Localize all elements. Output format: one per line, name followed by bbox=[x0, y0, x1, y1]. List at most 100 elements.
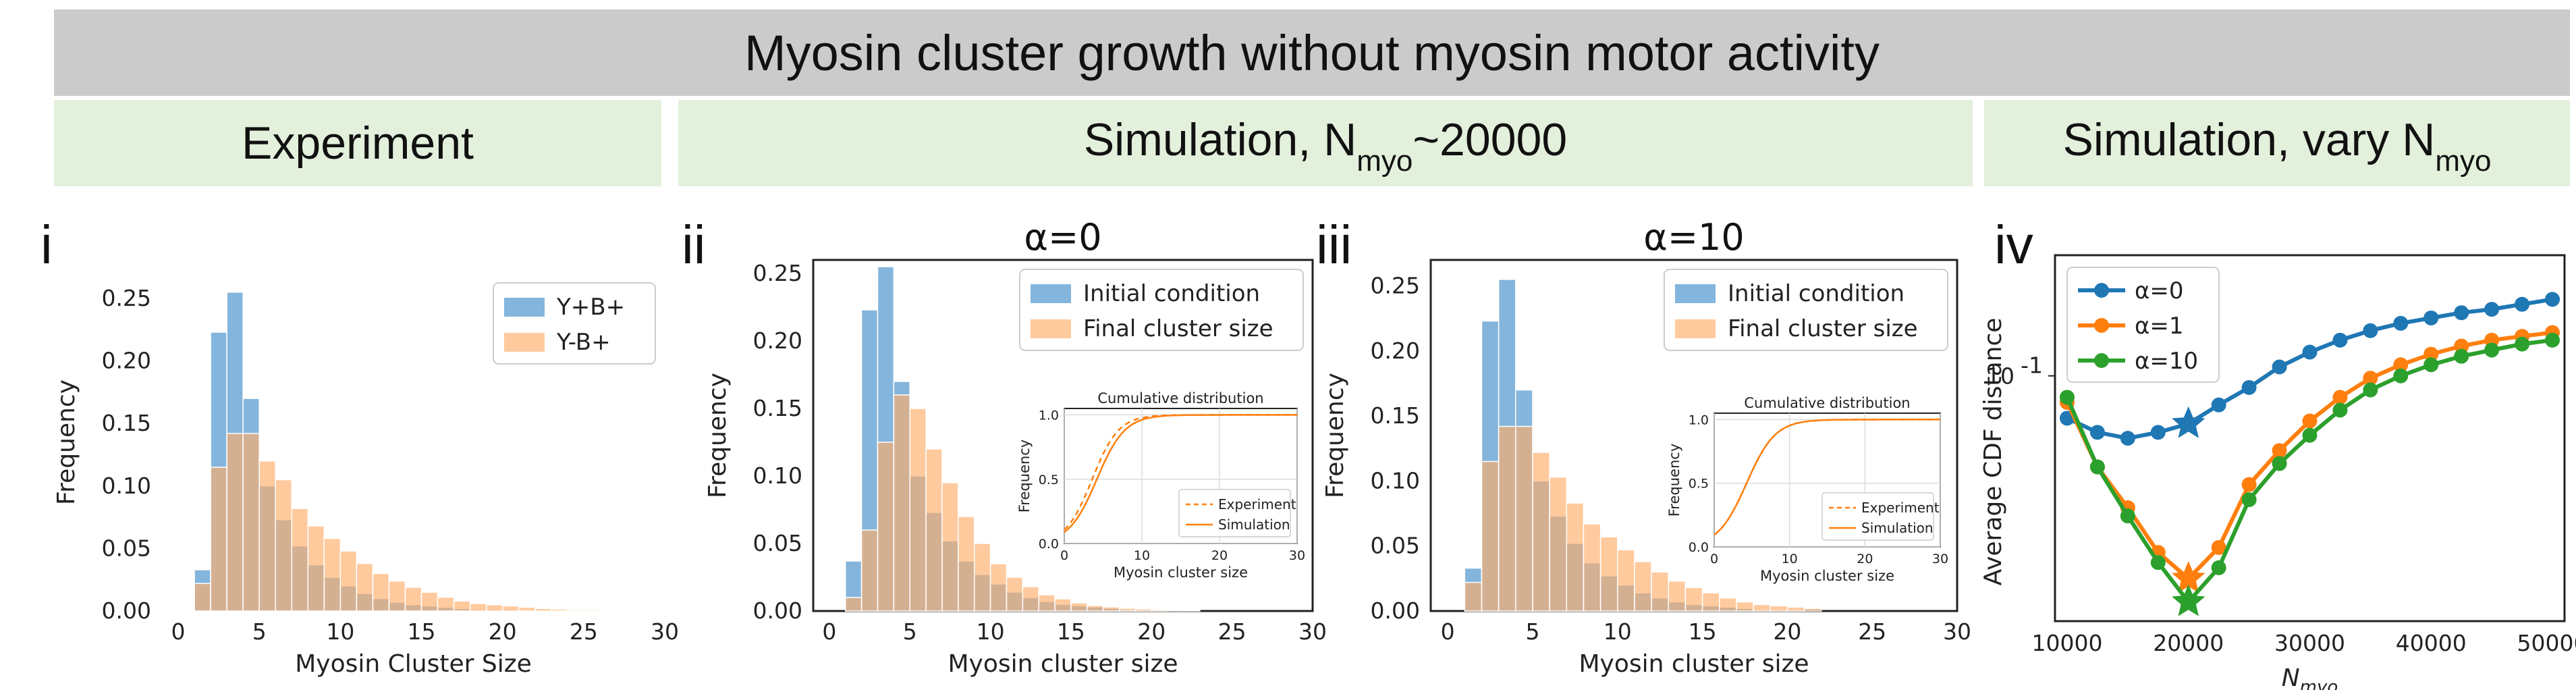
inset-legend-label: Experiment bbox=[1861, 500, 1940, 516]
bar-series2 bbox=[1549, 476, 1568, 612]
bar-series2 bbox=[1183, 610, 1201, 612]
bar-series2 bbox=[1803, 608, 1822, 612]
y-tick-exponent: -1 bbox=[2021, 352, 2043, 379]
x-tick-label: 5 bbox=[903, 618, 917, 645]
section-header-experiment: Experiment bbox=[54, 100, 661, 186]
data-point bbox=[2302, 427, 2318, 443]
bar-series2 bbox=[258, 460, 276, 612]
bar-series2 bbox=[1087, 605, 1104, 612]
y-axis-label: Frequency bbox=[1321, 373, 1349, 498]
x-axis-label: Myosin Cluster Size bbox=[295, 650, 532, 678]
bar-series2 bbox=[1022, 586, 1039, 612]
y-tick-label: 0.15 bbox=[753, 395, 802, 421]
bar-series2 bbox=[194, 583, 211, 612]
legend-swatch bbox=[1031, 319, 1071, 338]
bar-series2 bbox=[404, 587, 422, 612]
data-point bbox=[2241, 379, 2257, 395]
bar-series2 bbox=[1118, 608, 1136, 612]
legend-label: Initial condition bbox=[1083, 280, 1260, 307]
bar-series2 bbox=[1786, 606, 1805, 612]
y-axis-label: Average CDF distance bbox=[1979, 318, 2007, 586]
y-tick-label: 0.20 bbox=[753, 327, 802, 354]
data-point bbox=[2423, 357, 2439, 373]
x-tick-label: 5 bbox=[252, 618, 267, 645]
inset-y-axis-label: Frequency bbox=[1666, 444, 1682, 517]
optimum-star-marker bbox=[2172, 406, 2205, 438]
bar-series2 bbox=[372, 573, 390, 612]
legend-swatch bbox=[1675, 284, 1716, 303]
inset-legend-label: Experiment bbox=[1218, 496, 1296, 512]
bar-series2 bbox=[1651, 571, 1670, 612]
bar-series2 bbox=[1668, 580, 1687, 612]
y-axis-label: Frequency bbox=[704, 373, 732, 498]
x-tick-label: 0 bbox=[1441, 618, 1455, 645]
bar-series2 bbox=[599, 609, 617, 612]
data-point bbox=[2545, 292, 2560, 307]
data-point bbox=[2423, 310, 2439, 325]
optimum-star-marker bbox=[2172, 584, 2205, 616]
figure-title: Myosin cluster growth without myosin mot… bbox=[744, 24, 1880, 81]
x-tick-label: 20 bbox=[489, 618, 517, 645]
inset-y-axis-label: Frequency bbox=[1016, 440, 1033, 513]
inset-x-axis-label: Myosin cluster size bbox=[1760, 568, 1894, 584]
inset-x-tick-label: 20 bbox=[1211, 548, 1228, 563]
bar-series2 bbox=[242, 433, 260, 612]
bar-series2 bbox=[518, 606, 536, 612]
bar-series2 bbox=[860, 529, 879, 612]
bar-series2 bbox=[648, 610, 665, 612]
bar-series2 bbox=[1599, 536, 1618, 612]
data-point bbox=[2515, 336, 2530, 352]
inset-y-tick-label: 0.0 bbox=[1689, 540, 1709, 555]
x-tick-label: 20 bbox=[1137, 618, 1166, 645]
legend-label: α=1 bbox=[2135, 313, 2184, 340]
bar-series2 bbox=[958, 516, 975, 612]
bar-series2 bbox=[893, 394, 910, 612]
bar-series2 bbox=[973, 543, 991, 612]
bar-series2 bbox=[323, 537, 341, 612]
legend-label: Initial condition bbox=[1728, 280, 1904, 307]
bar-series2 bbox=[339, 550, 358, 612]
data-point bbox=[2211, 560, 2226, 575]
inset-x-tick-label: 30 bbox=[1932, 552, 1948, 566]
bar-series2 bbox=[1736, 601, 1754, 612]
data-point bbox=[2454, 305, 2469, 321]
legend-label: Final cluster size bbox=[1728, 315, 1918, 342]
x-tick-label: 40000 bbox=[2396, 630, 2467, 656]
x-tick-label: 50000 bbox=[2517, 630, 2576, 656]
x-tick-label: 25 bbox=[1218, 618, 1246, 645]
panel-title: α=0 bbox=[1024, 216, 1101, 259]
bar-series2 bbox=[1498, 425, 1516, 612]
y-tick-label: 0.00 bbox=[102, 598, 151, 624]
legend-marker bbox=[2094, 283, 2109, 298]
bar-series2 bbox=[1718, 597, 1737, 612]
inset-legend-label: Simulation bbox=[1218, 516, 1290, 533]
data-point bbox=[2120, 431, 2135, 446]
y-tick-label: 0.20 bbox=[102, 348, 151, 374]
x-tick-label: 15 bbox=[408, 618, 436, 645]
panel-iii: iii α=100 5 10 15 20 25 300.000.050.100.150.200… bbox=[1316, 215, 1971, 678]
bar-series2 bbox=[583, 609, 601, 612]
bar-series2 bbox=[1701, 592, 1720, 612]
inset-x-tick-label: 20 bbox=[1857, 552, 1873, 566]
panel-iv: iv 10000 20000 30000 40000 50000 10-1 Nmyo Avera… bbox=[1979, 215, 2576, 690]
bar-series2 bbox=[1464, 581, 1483, 612]
bar-series2 bbox=[388, 580, 406, 612]
bar-series2 bbox=[1038, 594, 1056, 612]
bar-series2 bbox=[1684, 587, 1703, 612]
bar-series2 bbox=[925, 448, 943, 612]
data-point bbox=[2089, 459, 2105, 475]
section-title: Simulation, vary Nmyo bbox=[2062, 114, 2492, 178]
y-tick-label: 0.00 bbox=[753, 598, 802, 624]
data-point bbox=[2302, 344, 2318, 360]
legend-label: Y+B+ bbox=[556, 294, 625, 321]
bar-series2 bbox=[420, 591, 439, 612]
data-point bbox=[2211, 539, 2226, 555]
section-header-simulation-fixed: Simulation, Nmyo~20000 bbox=[678, 100, 1973, 186]
inset-title: Cumulative distribution bbox=[1097, 390, 1263, 406]
data-point bbox=[2272, 456, 2287, 471]
legend-label: Y-B+ bbox=[556, 329, 611, 356]
bar-series2 bbox=[453, 600, 471, 612]
plot-frame bbox=[2054, 254, 2566, 622]
bar-series2 bbox=[909, 408, 927, 612]
